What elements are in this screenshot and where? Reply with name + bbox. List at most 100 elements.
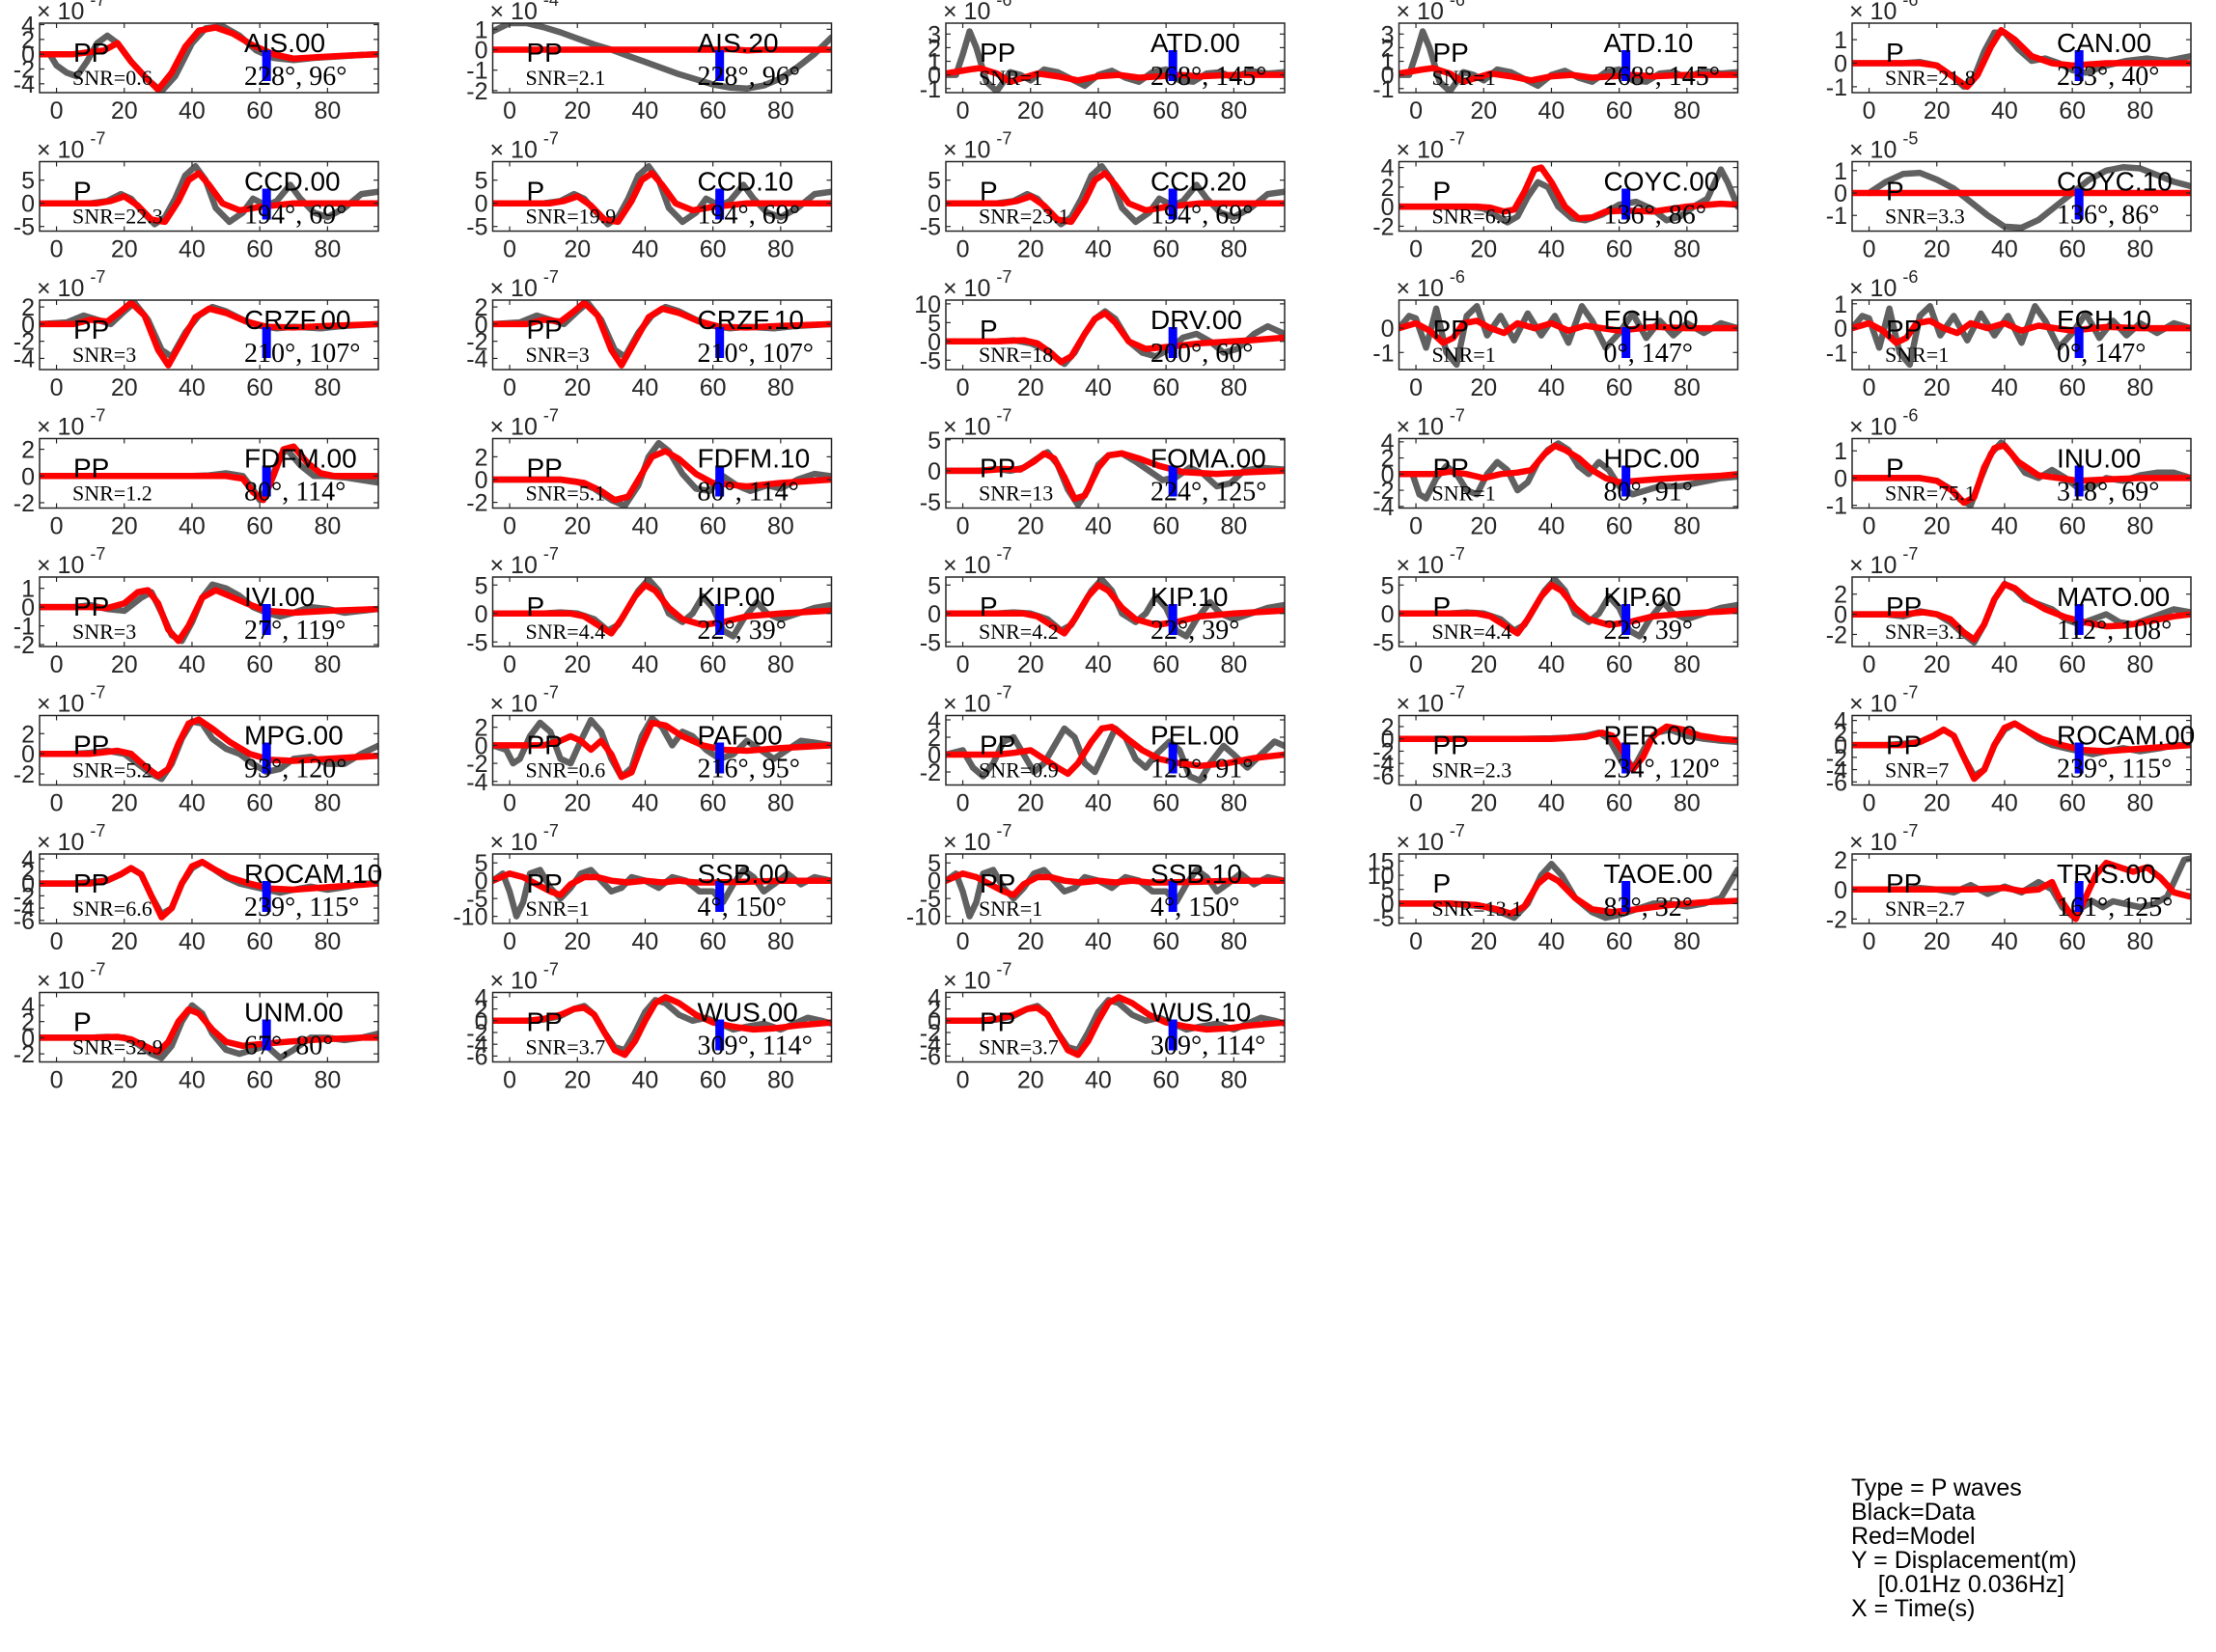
axes-box [39, 22, 379, 94]
station-label: PAF.00 [698, 721, 783, 751]
y-tick-label: 0 [21, 1025, 35, 1052]
x-tick-label: 60 [2059, 513, 2086, 540]
x-tick-label: 40 [179, 513, 206, 540]
x-tick-label: 60 [1606, 374, 1633, 401]
axes-box [945, 437, 1286, 509]
legend-type: Type = P waves [1851, 1474, 2022, 1501]
plot-area [1852, 164, 2191, 232]
x-tick-label: 60 [246, 513, 273, 540]
snr-label: SNR=22.3 [72, 205, 163, 229]
axes-box [1851, 160, 2192, 233]
x-tick-label: 0 [956, 651, 970, 678]
plot-area [492, 577, 832, 640]
data-trace [946, 725, 1285, 785]
y-tick-label: -4 [466, 769, 487, 796]
x-tick-label: 60 [246, 97, 273, 124]
snr-label: SNR=32.9 [72, 1035, 163, 1060]
station-label: FOMA.00 [1150, 444, 1266, 474]
y-tick-label: -6 [466, 1043, 487, 1070]
x-tick-label: 40 [1991, 97, 2018, 124]
y-tick-label: 0 [1834, 180, 1847, 207]
exponent-label: × 10 -7 [490, 821, 559, 856]
snr-label: SNR=3 [526, 343, 590, 367]
x-tick-label: 60 [246, 790, 273, 817]
x-tick-label: 60 [1152, 790, 1179, 817]
phase-label: P [1886, 38, 1904, 68]
x-tick-label: 40 [1538, 790, 1565, 817]
azimuth-label: 80°, 114° [698, 478, 799, 508]
y-tick-label: -5 [920, 489, 941, 516]
model-trace [946, 65, 1285, 85]
x-tick-label: 20 [1017, 1067, 1044, 1094]
plot-area [40, 23, 378, 93]
x-tick-label: 80 [767, 928, 794, 955]
phase-label: PP [1886, 592, 1922, 621]
x-tick-label: 60 [700, 374, 727, 401]
x-tick-label: 60 [700, 1067, 727, 1094]
y-tick-label: 0 [21, 741, 35, 768]
y-tick-label: 0 [21, 312, 35, 339]
phase-label: P [1433, 592, 1452, 621]
snr-label: SNR=4.4 [1432, 620, 1512, 644]
y-tick-label: -2 [14, 761, 35, 788]
azimuth-label: 22°, 39° [698, 616, 787, 646]
x-tick-label: 20 [111, 236, 138, 263]
exponent-label: × 10 -7 [943, 821, 1011, 856]
y-tick-label: -1 [1826, 203, 1847, 230]
azimuth-label: 228°, 96° [244, 62, 346, 92]
plot-area [492, 23, 832, 93]
x-tick-label: 0 [1409, 97, 1423, 124]
snr-label: SNR=3.1 [1885, 620, 1965, 644]
x-tick-label: 0 [956, 513, 970, 540]
phase-label: PP [527, 868, 563, 898]
x-tick-label: 40 [1991, 513, 2018, 540]
x-tick-label: 80 [2126, 374, 2153, 401]
station-label: ROCAM.00 [2057, 721, 2195, 751]
plot-area [492, 867, 832, 920]
x-tick-label: 60 [2059, 651, 2086, 678]
x-tick-label: 20 [1017, 928, 1044, 955]
y-tick-label: -6 [14, 908, 35, 935]
snr-label: SNR=1 [1432, 482, 1496, 506]
x-tick-label: 0 [956, 374, 970, 401]
y-tick-label: 2 [928, 35, 941, 62]
exponent-label: × 10 -6 [1397, 0, 1465, 25]
y-tick-label: 2 [1381, 35, 1395, 62]
plot-area [1852, 303, 2191, 369]
y-tick-label: 2 [1834, 720, 1847, 747]
model-trace [492, 448, 832, 504]
axes-box [945, 160, 1286, 233]
y-tick-label: -4 [14, 71, 35, 98]
y-tick-label: 0 [928, 1008, 941, 1035]
model-trace [946, 723, 1285, 778]
snr-label: SNR=1 [1885, 343, 1949, 367]
y-tick-label: 0 [475, 312, 488, 339]
x-tick-label: 60 [246, 928, 273, 955]
snr-label: SNR=5.2 [72, 758, 152, 783]
station-label: TAOE.00 [1604, 859, 1713, 889]
azimuth-label: 268°, 145° [1604, 62, 1720, 92]
snr-label: SNR=3.7 [526, 1035, 606, 1060]
exponent-label: × 10 -7 [37, 544, 105, 579]
axes-box [491, 299, 833, 371]
azimuth-label: 112°, 108° [2057, 616, 2172, 646]
x-tick-label: 40 [632, 97, 659, 124]
x-tick-label: 20 [564, 928, 591, 955]
y-tick-label: 5 [21, 168, 35, 195]
axes-box [1398, 22, 1739, 94]
x-tick-label: 20 [564, 1067, 591, 1094]
x-tick-label: 20 [1924, 374, 1951, 401]
x-tick-label: 40 [1538, 374, 1565, 401]
y-tick-label: -2 [1372, 213, 1394, 240]
x-tick-label: 60 [1152, 236, 1179, 263]
snr-label: SNR=1 [526, 896, 590, 921]
exponent-label: × 10 -7 [1397, 683, 1465, 718]
axes-box [1851, 853, 2192, 924]
x-tick-label: 40 [1991, 236, 2018, 263]
